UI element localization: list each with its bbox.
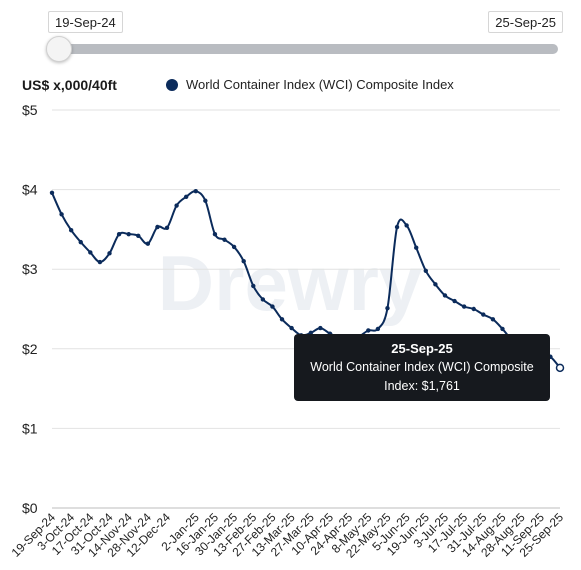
data-point[interactable] [231,244,237,250]
y-tick-label: $1 [22,420,38,436]
data-point[interactable] [260,297,266,302]
date-range-slider-track[interactable] [50,44,558,54]
data-point[interactable] [394,224,400,230]
data-point[interactable] [164,225,170,231]
data-point[interactable] [442,293,448,298]
data-point[interactable] [88,250,93,255]
chart-legend[interactable]: World Container Index (WCI) Composite In… [166,77,454,92]
data-point[interactable] [471,306,476,312]
end-date-badge: 25-Sep-25 [488,11,563,33]
data-point[interactable] [193,188,198,194]
y-tick-label: $4 [22,182,38,198]
data-point[interactable] [174,203,179,208]
data-point[interactable] [155,224,160,230]
chart-tooltip: 25-Sep-25 World Container Index (WCI) Co… [294,334,550,401]
y-axis: $0 $1 $2 $3 $4 $5 [22,102,38,516]
data-point[interactable] [59,212,64,217]
y-tick-label: $3 [22,261,38,277]
legend-marker-icon [166,78,178,91]
data-point[interactable] [78,239,83,245]
start-date-badge: 19-Sep-24 [48,11,123,33]
data-point[interactable] [308,330,313,336]
highlighted-data-point[interactable] [555,363,565,373]
data-point[interactable] [433,282,438,287]
y-tick-label: $0 [22,500,38,516]
data-point[interactable] [289,325,294,331]
data-point[interactable] [481,312,486,317]
data-point[interactable] [461,304,467,309]
data-point[interactable] [145,241,151,246]
data-point[interactable] [375,326,381,332]
y-tick-label: $2 [22,341,38,357]
data-point[interactable] [366,328,371,333]
watermark-logo-text: Drewry [158,239,422,327]
drewry-watermark: Drewry [158,239,422,327]
data-point[interactable] [270,304,275,309]
data-point[interactable] [203,198,208,203]
data-point[interactable] [385,306,390,311]
data-point[interactable] [126,231,131,237]
y-axis-unit-label: US$ x,000/40ft [22,77,117,93]
data-point[interactable] [136,233,141,238]
data-points [49,188,565,373]
data-point[interactable] [116,231,122,237]
data-point[interactable] [490,317,496,322]
x-axis: 19-Sep-243-Oct-2417-Oct-2431-Oct-2414-No… [9,510,567,561]
y-tick-label: $5 [22,102,38,118]
legend-label: World Container Index (WCI) Composite In… [186,77,454,92]
data-point[interactable] [500,326,505,332]
data-point[interactable] [49,190,55,195]
data-point[interactable] [212,231,218,237]
date-range-slider-handle[interactable] [46,36,72,62]
data-point[interactable] [222,237,227,242]
data-point[interactable] [97,259,103,265]
data-point[interactable] [452,298,457,304]
data-point[interactable] [318,325,323,331]
data-point[interactable] [183,194,189,199]
data-point[interactable] [241,259,246,264]
data-point[interactable] [251,283,256,289]
tooltip-date: 25-Sep-25 [391,341,453,356]
data-point[interactable] [423,268,429,273]
tooltip-value: Index: $1,761 [384,379,460,393]
data-point[interactable] [414,245,419,250]
data-point[interactable] [107,251,112,256]
data-point[interactable] [279,317,285,322]
data-point[interactable] [404,223,409,228]
data-point[interactable] [68,227,74,233]
tooltip-series-label: World Container Index (WCI) Composite [310,360,534,374]
